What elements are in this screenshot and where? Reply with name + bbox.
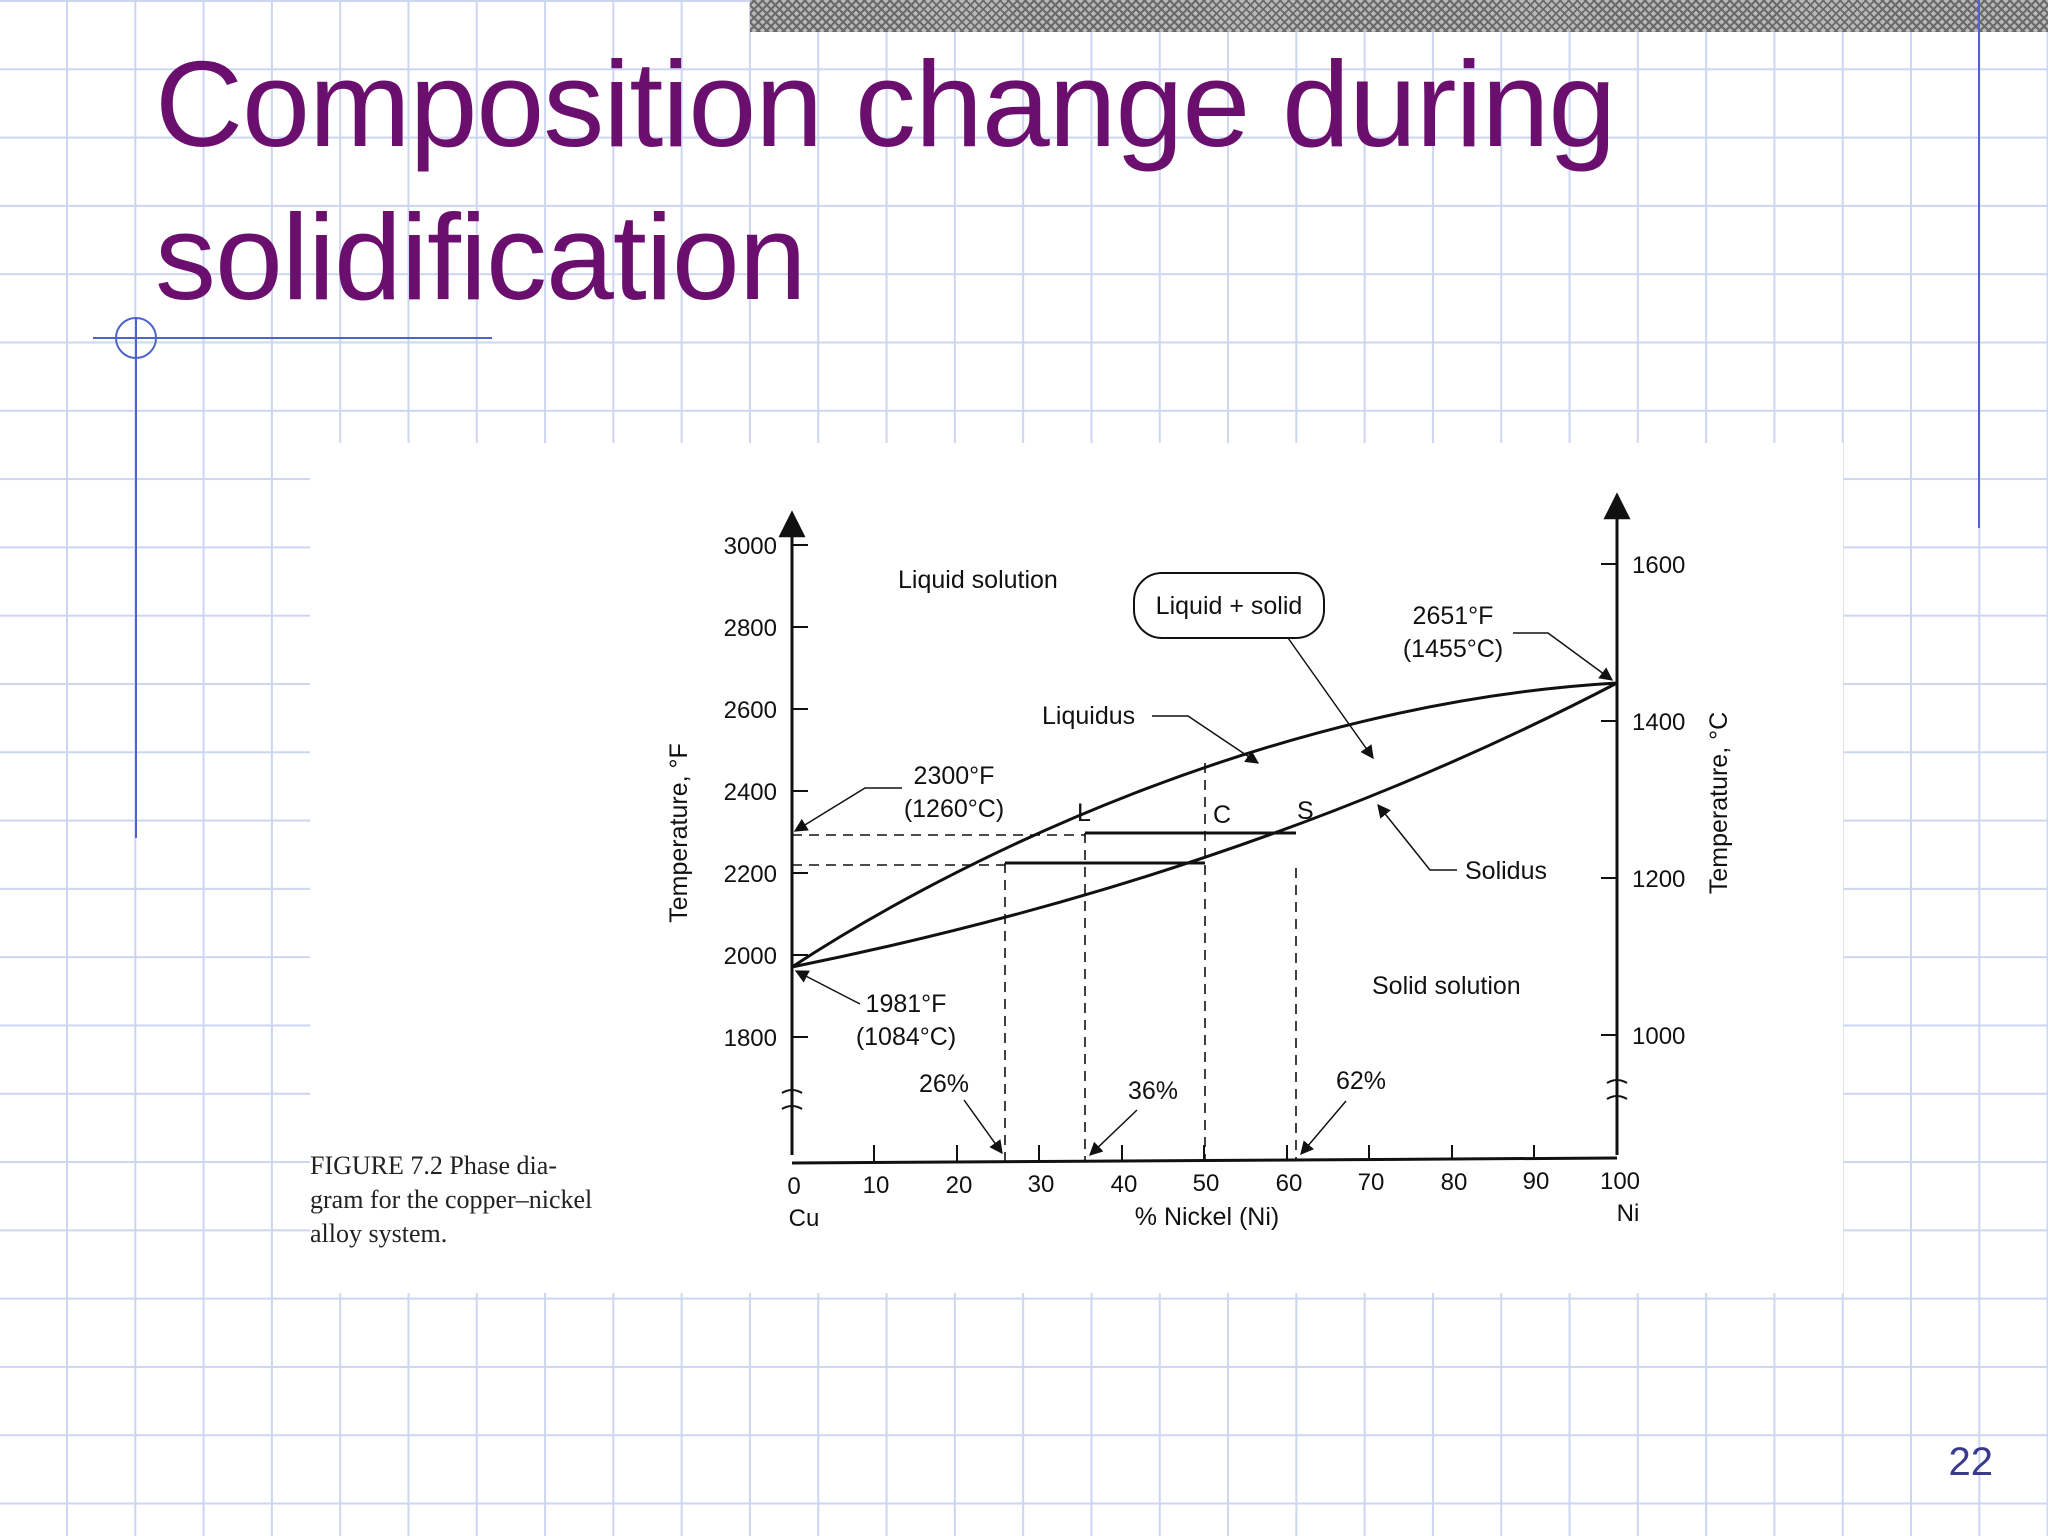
point-C-label: C	[1213, 801, 1231, 829]
ni-melting-pointer	[1513, 632, 1614, 681]
left-tick-label-2600: 2600	[724, 697, 777, 724]
right-axis-break	[1606, 1079, 1628, 1100]
composition-36-pointer	[1089, 1109, 1138, 1156]
alloy-temp-f: 2300°F	[914, 762, 995, 790]
x-axis-title: % Nickel (Ni)	[1135, 1203, 1279, 1231]
figure-caption: FIGURE 7.2 Phase dia- gram for the coppe…	[310, 1149, 640, 1251]
figure-panel: 3000 2800 2600 2400 2200 2000 1800 Tempe…	[310, 443, 1843, 1293]
caption-line-2: gram for the copper–nickel	[310, 1185, 593, 1214]
caption-line-3: alloy system.	[310, 1219, 448, 1248]
decor-circle	[115, 317, 157, 359]
ni-melting-c: (1455°C)	[1403, 635, 1503, 663]
x-axis-left-end-label: Cu	[789, 1205, 820, 1232]
x-axis-right-end-label: Ni	[1617, 1200, 1640, 1227]
liquidus-label: Liquidus	[1042, 702, 1135, 730]
liquidus-curve	[791, 681, 1618, 969]
dashed-guides	[792, 763, 1297, 1161]
region-mixed-label: Liquid + solid	[1156, 592, 1303, 620]
composition-62-pointer	[1300, 1100, 1347, 1156]
alloy-temp-pointer	[793, 787, 902, 832]
x-tick-label-50: 50	[1193, 1170, 1220, 1197]
x-tick-label-0: 0	[787, 1173, 800, 1200]
x-tick-label-30: 30	[1028, 1171, 1055, 1198]
cu-melting-f: 1981°F	[866, 990, 947, 1018]
solidus-pointer	[1377, 803, 1457, 871]
left-tick-label-3000: 3000	[724, 533, 777, 560]
region-mixed-box	[1133, 572, 1325, 639]
left-axis-break	[781, 1089, 803, 1110]
mixed-pointer	[1287, 637, 1374, 760]
alloy-temp-c: (1260°C)	[904, 795, 1004, 823]
right-tick-label-1200: 1200	[1632, 866, 1685, 893]
cu-melting-pointer	[794, 970, 861, 1005]
left-tick-label-2000: 2000	[724, 943, 777, 970]
left-axis-title: Temperature, °F	[665, 743, 693, 923]
right-tick-label-1000: 1000	[1632, 1023, 1685, 1050]
composition-36-label: 36%	[1128, 1077, 1178, 1105]
x-tick-label-10: 10	[863, 1172, 890, 1199]
header-hatch-bar	[750, 0, 2048, 32]
slide-title: Composition change during solidification	[155, 28, 1616, 334]
composition-26-label: 26%	[919, 1070, 969, 1098]
x-tick-label-20: 20	[946, 1172, 973, 1199]
ni-melting-f: 2651°F	[1413, 602, 1494, 630]
solidus-curve	[791, 681, 1618, 969]
x-tick-label-80: 80	[1441, 1169, 1468, 1196]
liquidus-pointer	[1152, 715, 1260, 764]
x-tick-label-90: 90	[1523, 1168, 1550, 1195]
caption-line-1: FIGURE 7.2 Phase dia-	[310, 1151, 557, 1180]
point-L-label: L	[1077, 799, 1091, 827]
right-tick-label-1600: 1600	[1632, 552, 1685, 579]
phase-diagram: 3000 2800 2600 2400 2200 2000 1800 Tempe…	[665, 492, 1733, 1232]
left-tick-label-2200: 2200	[724, 861, 777, 888]
page-number: 22	[1948, 1440, 1994, 1484]
cu-melting-c: (1084°C)	[856, 1023, 956, 1051]
region-solid-label: Solid solution	[1372, 972, 1521, 1000]
x-tick-label-70: 70	[1358, 1169, 1385, 1196]
title-line-2: solidification	[155, 189, 807, 325]
solidus-label: Solidus	[1465, 857, 1547, 885]
composition-26-pointer	[963, 1099, 1003, 1155]
point-S-label: S	[1297, 797, 1314, 825]
left-tick-label-2800: 2800	[724, 615, 777, 642]
x-tick-label-40: 40	[1111, 1171, 1138, 1198]
title-line-1: Composition change during	[155, 36, 1616, 172]
left-tick-label-2400: 2400	[724, 779, 777, 806]
right-tick-label-1400: 1400	[1632, 709, 1685, 736]
left-tick-label-1800: 1800	[724, 1025, 777, 1052]
composition-62-label: 62%	[1336, 1067, 1386, 1095]
x-tick-label-60: 60	[1276, 1170, 1303, 1197]
right-axis-title: Temperature, °C	[1705, 712, 1733, 894]
x-tick-label-100: 100	[1600, 1168, 1640, 1195]
region-liquid-label: Liquid solution	[898, 566, 1058, 594]
